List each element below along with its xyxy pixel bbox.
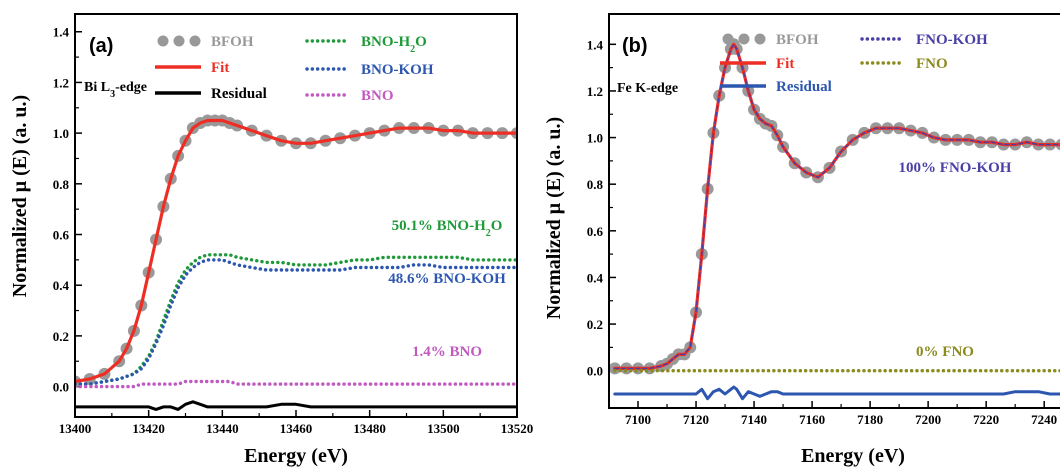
panel-a-xtick-label: 13500 — [427, 421, 460, 436]
panel-a-legend-bfoh-marker — [189, 35, 201, 47]
panel-b-ylabel: Normalized μ (E) (a. u.) — [543, 117, 565, 319]
panel-a-legend: BFOH Fit Residual BNO-H2O BNO-KOH BNO — [155, 34, 434, 104]
panel-b-xtick-label: 7200 — [915, 412, 941, 427]
panel-a-legend-fit-label: Fit — [211, 60, 229, 76]
panel-b-legend-bfoh-label: BFOH — [776, 32, 819, 48]
panel-b-legend-bfoh: BFOH — [722, 32, 819, 48]
panel-b-label: (b) — [622, 35, 648, 57]
panel-a-label: (a) — [89, 35, 113, 57]
panel-b-ytick-label: 0.4 — [587, 270, 604, 285]
panel-b-xlabel: Energy (eV) — [801, 445, 905, 467]
panel-a-ytick-label: 0.2 — [53, 329, 69, 344]
panel-a-ytick-label: 1.4 — [53, 25, 70, 40]
panel-b-ytick-label: 0.0 — [587, 364, 603, 379]
panel-b-legend-residual: Residual — [720, 79, 832, 95]
panel-b-series-residual — [613, 385, 1060, 401]
panel-a-series-fit — [75, 118, 517, 384]
panel-b-legend-fno-label: FNO — [916, 56, 948, 72]
panel-a-legend-bno-koh: BNO-KOH — [305, 62, 434, 78]
panel-a-legend-fit: Fit — [155, 60, 229, 76]
panel-b-ytick-label: 1.2 — [587, 84, 603, 99]
panel-b-xtick-label: 7100 — [625, 412, 651, 427]
panel-b-ytick-label: 0.6 — [587, 224, 604, 239]
panel-a-legend-residual-label: Residual — [211, 86, 267, 102]
panel-a-plot-area: 13400 13420 13440 13460 13480 13500 13520 0.0 0.… — [53, 25, 534, 436]
panel-a-ytick-label: 1.2 — [53, 75, 69, 90]
panel-b-legend-fno: FNO — [860, 56, 948, 72]
panel-a-ytick-label: 0.4 — [53, 278, 70, 293]
panel-b-series-group — [609, 38, 1060, 401]
panel-b-legend-fno-koh-label: FNO-KOH — [916, 32, 988, 48]
panel-a-ytick-label: 0.0 — [53, 380, 69, 395]
panel-b-xtick-label: 7140 — [741, 412, 767, 427]
panel-a-xtick-label: 13440 — [206, 421, 239, 436]
panel-b-series-fit — [613, 42, 1060, 370]
panel-b-legend-bfoh-marker — [754, 33, 766, 45]
panel-a-xtick-label: 13480 — [353, 421, 386, 436]
panel-b-xtick-label: 7240 — [1031, 412, 1057, 427]
panel-b-legend-fit: Fit — [720, 56, 794, 72]
panel-a-legend-bno-ho-label: BNO-H2O — [361, 34, 427, 55]
panel-a-annotations: 50.1% BNO-H2O 48.6% BNO-KOH 1.4% BNO — [388, 218, 506, 360]
panel-a-series-residual — [75, 400, 517, 411]
panel-a-annotation-1-4-bno: 1.4% BNO — [412, 344, 482, 360]
panel-b-ytick-label: 0.2 — [587, 317, 603, 332]
panel-a-ytick-label: 0.6 — [53, 228, 70, 243]
panel-a-xlabel: Energy (eV) — [244, 445, 348, 467]
panel-b-legend-fno-koh: FNO-KOH — [860, 32, 988, 48]
panel-a-legend-bfoh-marker — [157, 35, 169, 47]
panel-b-frame — [608, 13, 1060, 409]
panel-a-legend-bfoh-marker — [173, 35, 185, 47]
panel-a: Normalized μ (E) (a. u.) Energy (eV) 134… — [9, 13, 534, 467]
panel-b-legend-bfoh-marker — [738, 33, 750, 45]
panel-a-xtick-label: 13520 — [501, 421, 534, 436]
panel-a-series-bno-h2o — [75, 253, 517, 386]
panel-a-xtick-label: 13460 — [280, 421, 313, 436]
panel-b-annotations: 100% FNO-KOH 0% FNO — [899, 160, 1012, 360]
panel-b-legend-fit-label: Fit — [776, 56, 794, 72]
panel-b-ytick-label: 0.8 — [587, 177, 604, 192]
panel-a-legend-bfoh: BFOH — [157, 34, 254, 50]
panel-a-edge-label: Bi L3-edge — [84, 80, 147, 100]
panel-b-xtick-label: 7220 — [973, 412, 999, 427]
panel-b-edge-label: Fe K-edge — [617, 81, 678, 96]
panel-b-xtick-label: 7160 — [799, 412, 825, 427]
panel-b-annotation-100-fno-koh: 100% FNO-KOH — [899, 160, 1012, 176]
panel-b-annotation-0-fno: 0% FNO — [916, 344, 974, 360]
panel-a-annotation-48-6-bno-koh: 48.6% BNO-KOH — [388, 271, 506, 287]
panel-b-xtick-label: 7120 — [683, 412, 709, 427]
panel-a-ytick-label: 0.8 — [53, 177, 70, 192]
panel-b: Normalized μ (E) (a. u.) Energy (eV) 710… — [543, 13, 1060, 467]
panel-b-legend-residual-label: Residual — [776, 79, 832, 95]
panel-b-plot-area: 7100 7120 7140 7160 7180 7200 7220 7240 0.0 0.2 0.… — [587, 37, 1060, 427]
panel-a-legend-residual: Residual — [155, 86, 267, 102]
panel-a-series-bno — [75, 379, 517, 389]
panel-b-series-fno-koh — [614, 43, 1060, 370]
panel-a-annotation-50-1-bno-ho: 50.1% BNO-H2O — [392, 218, 503, 239]
panel-b-ytick-label: 1.0 — [587, 131, 603, 146]
panel-a-series-group — [75, 114, 517, 411]
panel-a-legend-bno: BNO — [305, 88, 394, 104]
panel-a-legend-bno-ho: BNO-H2O — [305, 34, 427, 55]
panel-a-legend-bfoh-label: BFOH — [211, 34, 254, 50]
panel-b-legend-bfoh-marker — [722, 33, 734, 45]
panel-b-ytick-label: 1.4 — [587, 37, 604, 52]
panel-a-series-bno-koh — [75, 258, 517, 386]
panel-a-legend-bno-koh-label: BNO-KOH — [361, 62, 434, 78]
panel-a-xtick-label: 13420 — [132, 421, 165, 436]
panel-a-frame — [74, 13, 518, 418]
panel-b-legend: BFOH Fit Residual FNO-KOH FNO — [720, 32, 988, 95]
panel-a-legend-bno-label: BNO — [361, 88, 394, 104]
panel-a-ytick-label: 1.0 — [53, 126, 69, 141]
panel-a-ylabel: Normalized μ (E) (a. u.) — [9, 95, 31, 297]
panel-b-xtick-label: 7180 — [857, 412, 883, 427]
panel-a-xtick-label: 13400 — [59, 421, 92, 436]
